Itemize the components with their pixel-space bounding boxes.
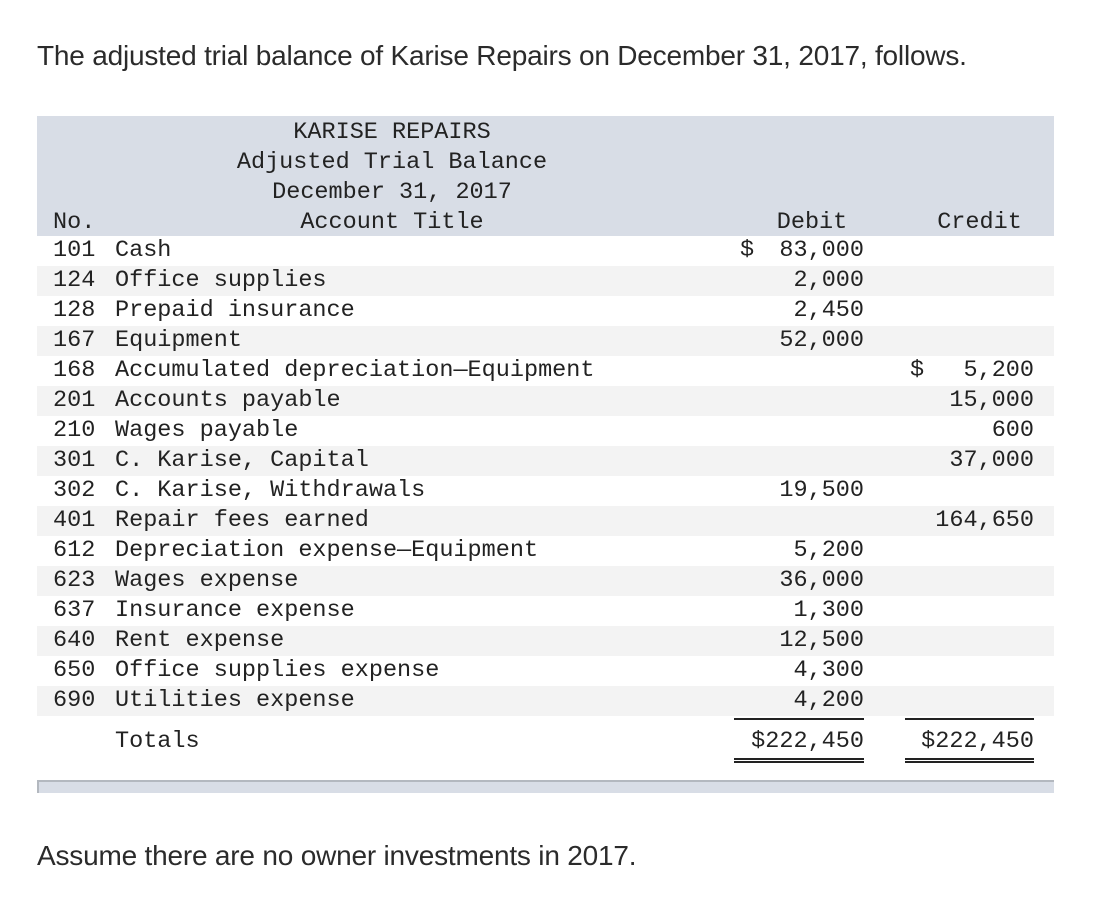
credit-amount: 600 <box>991 417 1034 444</box>
table-row: 301 C. Karise, Capital 37,000 <box>37 446 1054 476</box>
account-number: 210 <box>53 417 96 444</box>
table-row: 210 Wages payable 600 <box>37 416 1054 446</box>
debit-double-rule <box>734 758 864 763</box>
table-row: 401 Repair fees earned 164,650 <box>37 506 1054 536</box>
account-number: 612 <box>53 537 96 564</box>
debit-amount: 2,450 <box>793 297 864 324</box>
credit-amount: 5,200 <box>963 357 1034 384</box>
report-date: December 31, 2017 <box>272 179 512 206</box>
table-row: 690 Utilities expense 4,200 <box>37 686 1054 716</box>
credit-total-rule <box>905 718 1034 720</box>
column-header-no: No. <box>53 209 96 236</box>
credit-amount: 15,000 <box>949 387 1034 414</box>
report-name: Adjusted Trial Balance <box>236 149 548 176</box>
account-title: Office supplies <box>115 267 327 294</box>
trial-balance-table: KARISE REPAIRS Adjusted Trial Balance De… <box>37 116 1054 763</box>
account-number: 637 <box>53 597 96 624</box>
account-number: 201 <box>53 387 96 414</box>
account-number: 167 <box>53 327 96 354</box>
debit-amount: 36,000 <box>779 567 864 594</box>
table-row: 623 Wages expense 36,000 <box>37 566 1054 596</box>
account-number: 401 <box>53 507 96 534</box>
account-number: 168 <box>53 357 96 384</box>
account-title: Office supplies expense <box>115 657 440 684</box>
account-title: Insurance expense <box>115 597 355 624</box>
table-row: 612 Depreciation expense—Equipment 5,200 <box>37 536 1054 566</box>
debit-amount: 1,300 <box>793 597 864 624</box>
column-header-account-title: Account Title <box>300 209 484 236</box>
table-row: 124 Office supplies 2,000 <box>37 266 1054 296</box>
table-row: 167 Equipment 52,000 <box>37 326 1054 356</box>
account-title: Prepaid insurance <box>115 297 355 324</box>
account-number: 128 <box>53 297 96 324</box>
debit-amount: 52,000 <box>779 327 864 354</box>
account-title: C. Karise, Withdrawals <box>115 477 426 504</box>
credit-amount: 164,650 <box>935 507 1034 534</box>
table-row: 201 Accounts payable 15,000 <box>37 386 1054 416</box>
intro-text: The adjusted trial balance of Karise Rep… <box>37 40 967 71</box>
account-number: 301 <box>53 447 96 474</box>
company-name: KARISE REPAIRS <box>293 119 491 146</box>
outro-text: Assume there are no owner investments in… <box>37 840 637 871</box>
credit-double-rule <box>905 758 1034 763</box>
account-title: Repair fees earned <box>115 507 369 534</box>
debit-amount: 12,500 <box>779 627 864 654</box>
account-title: C. Karise, Capital <box>115 447 369 474</box>
totals-label: Totals <box>115 728 200 755</box>
account-title: Wages expense <box>115 567 299 594</box>
account-title: Equipment <box>115 327 242 354</box>
totals-row: Totals $222,450 $222,450 <box>37 718 1054 763</box>
credit-amount: 37,000 <box>949 447 1034 474</box>
account-title: Cash <box>115 237 172 264</box>
account-title: Accumulated depreciation—Equipment <box>115 357 595 384</box>
account-number: 302 <box>53 477 96 504</box>
debit-amount: 4,200 <box>793 687 864 714</box>
table-row: 101 Cash $83,000 <box>37 236 1054 266</box>
debit-total-rule <box>734 718 864 720</box>
table-row: 168 Accumulated depreciation—Equipment $5,… <box>37 356 1054 386</box>
account-title: Rent expense <box>115 627 285 654</box>
column-header-credit: Credit <box>937 209 1022 236</box>
account-number: 650 <box>53 657 96 684</box>
account-number: 623 <box>53 567 96 594</box>
account-title: Wages payable <box>115 417 299 444</box>
credit-total: $222,450 <box>921 728 1034 755</box>
debit-amount: 2,000 <box>793 267 864 294</box>
table-row: 302 C. Karise, Withdrawals 19,500 <box>37 476 1054 506</box>
debit-amount: 19,500 <box>779 477 864 504</box>
credit-currency-symbol: $ <box>910 357 925 384</box>
account-title: Utilities expense <box>115 687 355 714</box>
account-title: Accounts payable <box>115 387 341 414</box>
account-number: 640 <box>53 627 96 654</box>
table-row: 640 Rent expense 12,500 <box>37 626 1054 656</box>
account-number: 690 <box>53 687 96 714</box>
debit-amount: 4,300 <box>793 657 864 684</box>
table-row: 128 Prepaid insurance 2,450 <box>37 296 1054 326</box>
account-number: 101 <box>53 237 96 264</box>
table-header: KARISE REPAIRS Adjusted Trial Balance De… <box>37 116 1054 236</box>
debit-amount: 5,200 <box>793 537 864 564</box>
debit-currency-symbol: $ <box>740 237 755 264</box>
table-body: 101 Cash $83,000 124 Office supplies 2,000 128… <box>37 236 1054 716</box>
table-row: 637 Insurance expense 1,300 <box>37 596 1054 626</box>
account-number: 124 <box>53 267 96 294</box>
table-row: 650 Office supplies expense 4,300 <box>37 656 1054 686</box>
account-title: Depreciation expense—Equipment <box>115 537 539 564</box>
debit-total: $222,450 <box>751 728 864 755</box>
column-header-debit: Debit <box>776 209 848 236</box>
debit-amount: 83,000 <box>779 237 864 264</box>
table-footer-bar <box>37 780 1054 793</box>
